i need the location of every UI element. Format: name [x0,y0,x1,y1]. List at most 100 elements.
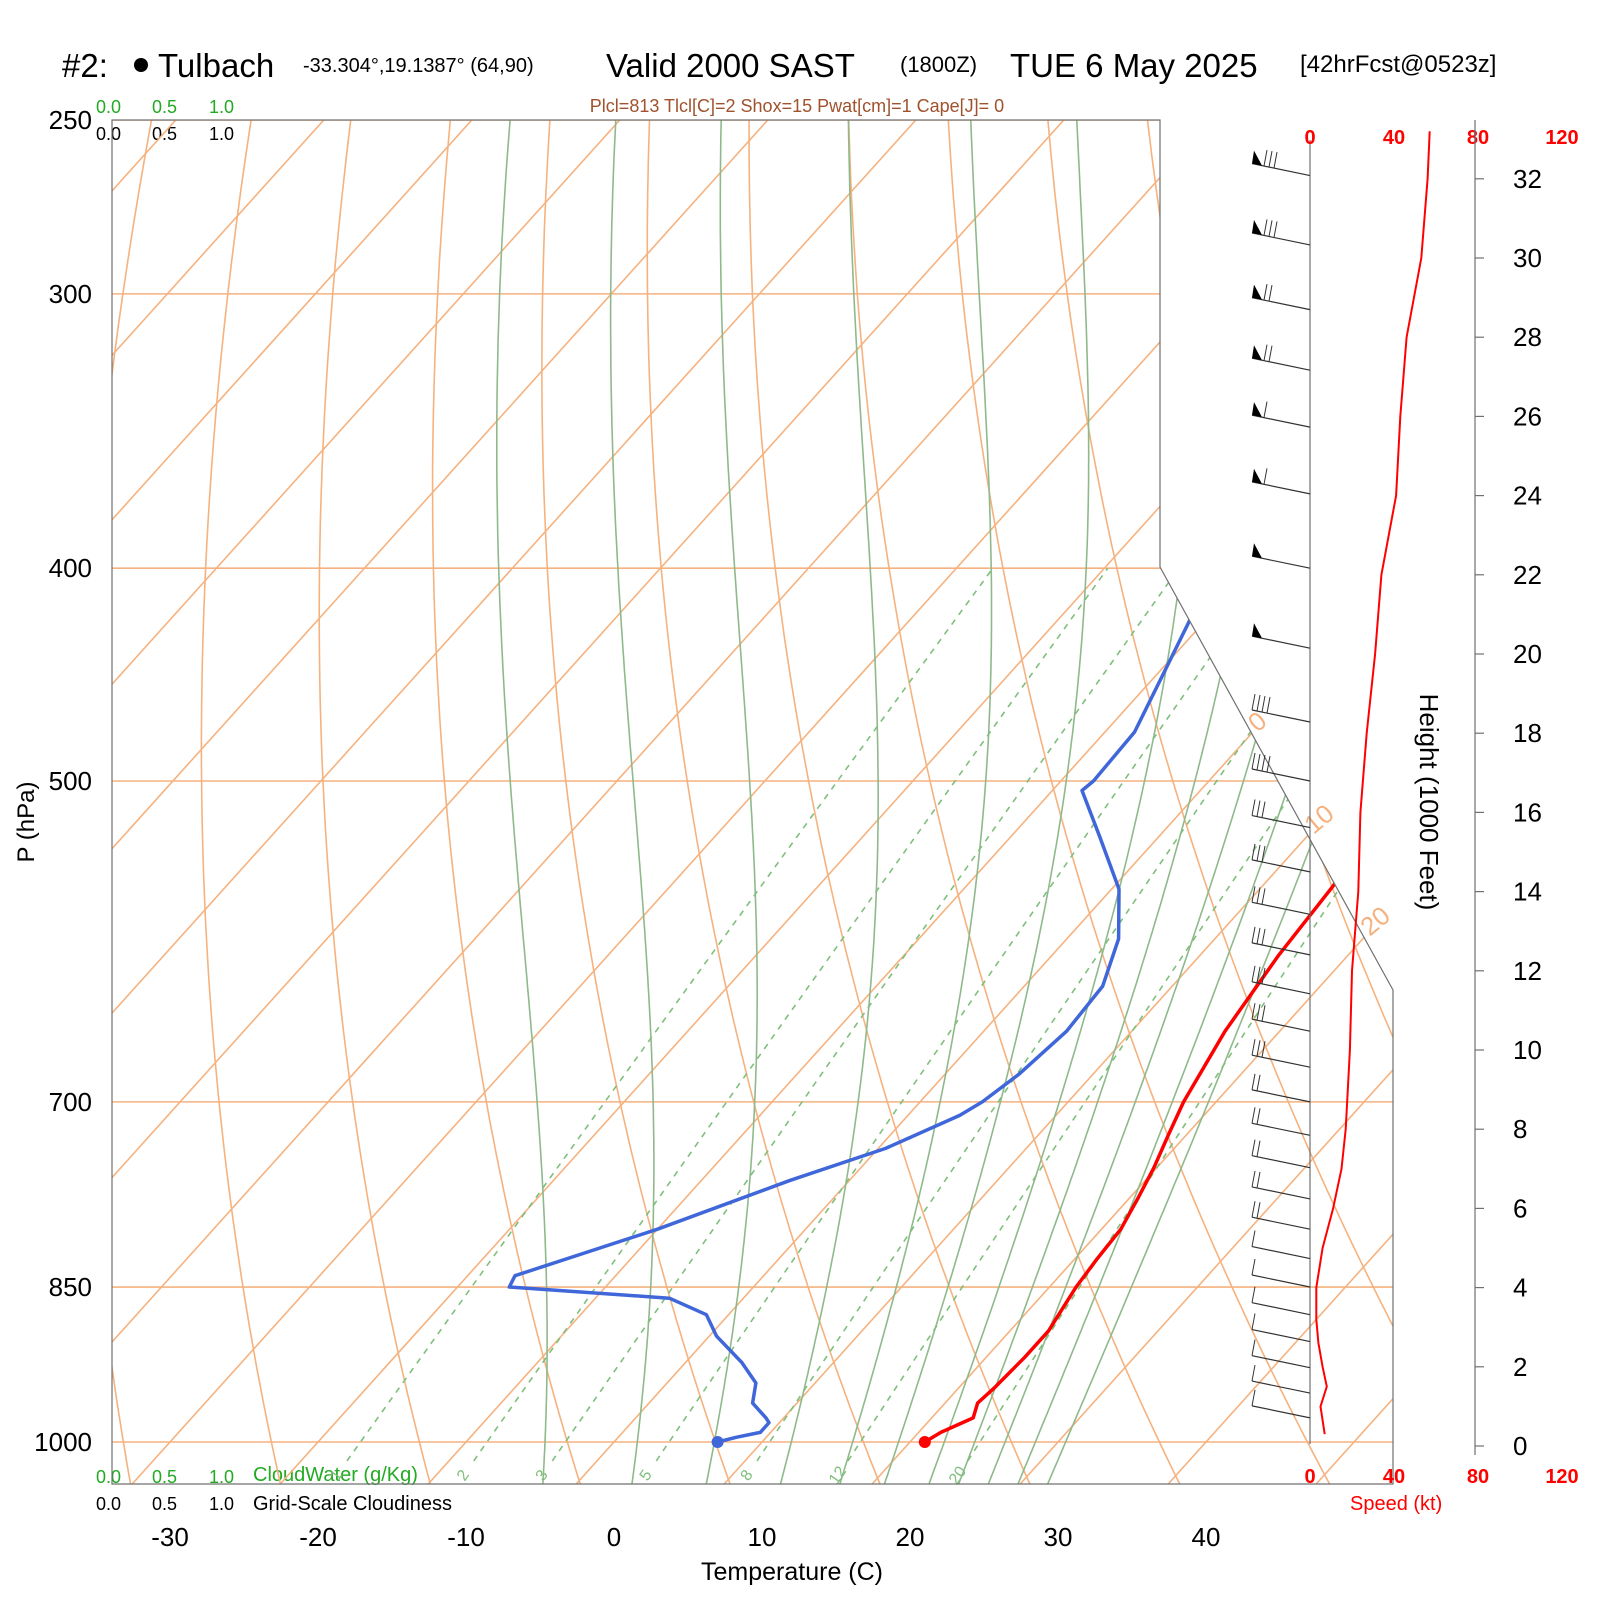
header: #2: Tulbach -33.304°,19.1387° (64,90) Va… [62,47,1496,84]
mixing-ratio-line [967,567,1393,1462]
wind-barb-pennant [1252,219,1262,235]
mixing-ratio-line [473,567,1109,1462]
wind-barb-shaft [1251,981,1311,995]
cloudwater-tick: 0.0 [96,97,121,117]
wind-barb-feather [1263,468,1268,485]
mixing-ratio-label: 3 [533,1467,552,1484]
cloudiness-label: Grid-Scale Cloudiness [253,1493,452,1515]
station-dot-icon [134,58,148,72]
wind-speed-profile [1315,131,1431,1435]
wind-barb-feather [1251,965,1256,982]
wind-barb-shaft [1251,1328,1311,1343]
temperature-profile [923,174,1393,1444]
height-tick-label: 6 [1513,1193,1527,1223]
height-tick-label: 0 [1513,1431,1527,1461]
wind-barb-feather [1266,697,1271,714]
wind-barb-feather [1263,401,1268,418]
isotherm-label: 10 [1298,798,1339,840]
isotherm-line [1315,120,1393,1484]
temperature-tick-label: -30 [151,1522,189,1552]
speed-tick: 40 [1383,127,1405,149]
height-tick-label: 14 [1513,877,1542,907]
cloud-scale-top: 0.0 0.5 1.0 0.0 0.5 1.0 [96,97,234,144]
wind-barb-feather [1251,1201,1256,1218]
isotherm-line [112,120,769,1484]
wind-barb-shaft [1251,1355,1311,1369]
height-tick-label: 12 [1513,956,1542,986]
mixing-ratio-label: 2 [454,1467,473,1484]
temperature-axis: -30 -20 -10 0 10 20 30 40 [151,1522,1220,1552]
temperature-tick-label: 0 [607,1522,621,1552]
wind-barb-feather [1251,1364,1256,1382]
pressure-tick-label: 500 [49,766,92,796]
x-axis-label: Temperature (C) [701,1558,883,1586]
isotherm-line [112,120,621,1484]
wind-barb-shaft [1251,162,1311,177]
temperature-tick-label: 10 [748,1522,777,1552]
moist-adiabat [882,120,1090,1484]
height-tick-label: 24 [1513,481,1542,511]
wind-barb-shaft [1251,1216,1311,1230]
wind-barb-shaft [1251,357,1311,371]
wind-barb-shaft [1251,1054,1311,1068]
cloudwater-tick: 0.0 [96,1467,121,1487]
wind-barb-feather [1251,886,1256,903]
height-tick-label: 2 [1513,1352,1527,1382]
wind-barb-shaft [1251,1122,1311,1136]
isotherm-line [1019,120,1393,1484]
wind-barb-pennant [1252,543,1262,559]
wind-barb-feather [1268,220,1273,237]
wind-barb-feather [1263,344,1268,361]
cloudiness-tick: 0.5 [152,124,177,144]
surface-dewpoint-dot [711,1436,724,1448]
isotherm-label: 20 [1354,900,1395,942]
cloudiness-tick: 0.5 [152,1494,177,1514]
wind-barb-shaft [1251,768,1311,782]
wind-barb-shaft [1251,232,1311,246]
moist-adiabat [837,120,993,1484]
wind-barb-feather [1263,284,1268,301]
wind-barb-feather [1251,1039,1256,1056]
height-tick-label: 20 [1513,639,1542,669]
wind-barb-feather [1256,800,1261,817]
moist-adiabat [1015,120,1393,1484]
cloudiness-tick: 0.0 [96,1494,121,1514]
pressure-axis: 250 300 400 500 700 850 1000 [34,105,92,1457]
moist-adiabat [609,120,655,1484]
wind-barb-feather [1251,1339,1256,1356]
surface-temperature-dot [918,1436,931,1448]
pressure-tick-label: 250 [49,105,92,135]
moist-adiabat [496,120,548,1484]
cloudiness-tick: 1.0 [209,124,234,144]
dry-adiabat [1537,81,1600,1498]
isotherm-line [112,120,917,1484]
moist-adiabat [778,120,879,1484]
isotherm-line [112,120,1213,1484]
wind-barb-feather [1261,888,1266,905]
thermo-grid [112,81,1600,1498]
wind-barb-pennant [1252,623,1262,639]
wind-barb-feather [1251,1003,1256,1020]
height-axis-label: Height (1000 Feet) [1414,694,1444,911]
wind-barb-feather [1261,695,1266,713]
cloud-scale-bottom: 0.0 0.5 1.0 CloudWater (g/Kg) 0.0 0.5 1.… [96,1464,452,1515]
wind-barb-shaft [1251,901,1311,915]
wind-barb-feather [1256,1074,1261,1091]
mixing-ratio-label: 8 [738,1467,757,1484]
wind-barb-feather [1273,152,1278,169]
wind-barb-feather [1256,694,1261,712]
height-tick-label: 26 [1513,401,1542,431]
cloudwater-tick: 0.5 [152,97,177,117]
wind-barb-feather [1251,1258,1256,1276]
wind-barb-feather [1256,887,1261,904]
wind-barb-pennant [1252,345,1262,361]
dry-adiabat [1339,120,1393,1484]
pressure-tick-label: 400 [49,553,92,583]
wind-barb-feather [1251,693,1256,711]
wind-barb-shaft [1251,1302,1311,1316]
wind-barb-feather [1263,149,1268,167]
wind-barb-feather [1261,1005,1266,1022]
wind-barb-shaft [1251,555,1311,569]
